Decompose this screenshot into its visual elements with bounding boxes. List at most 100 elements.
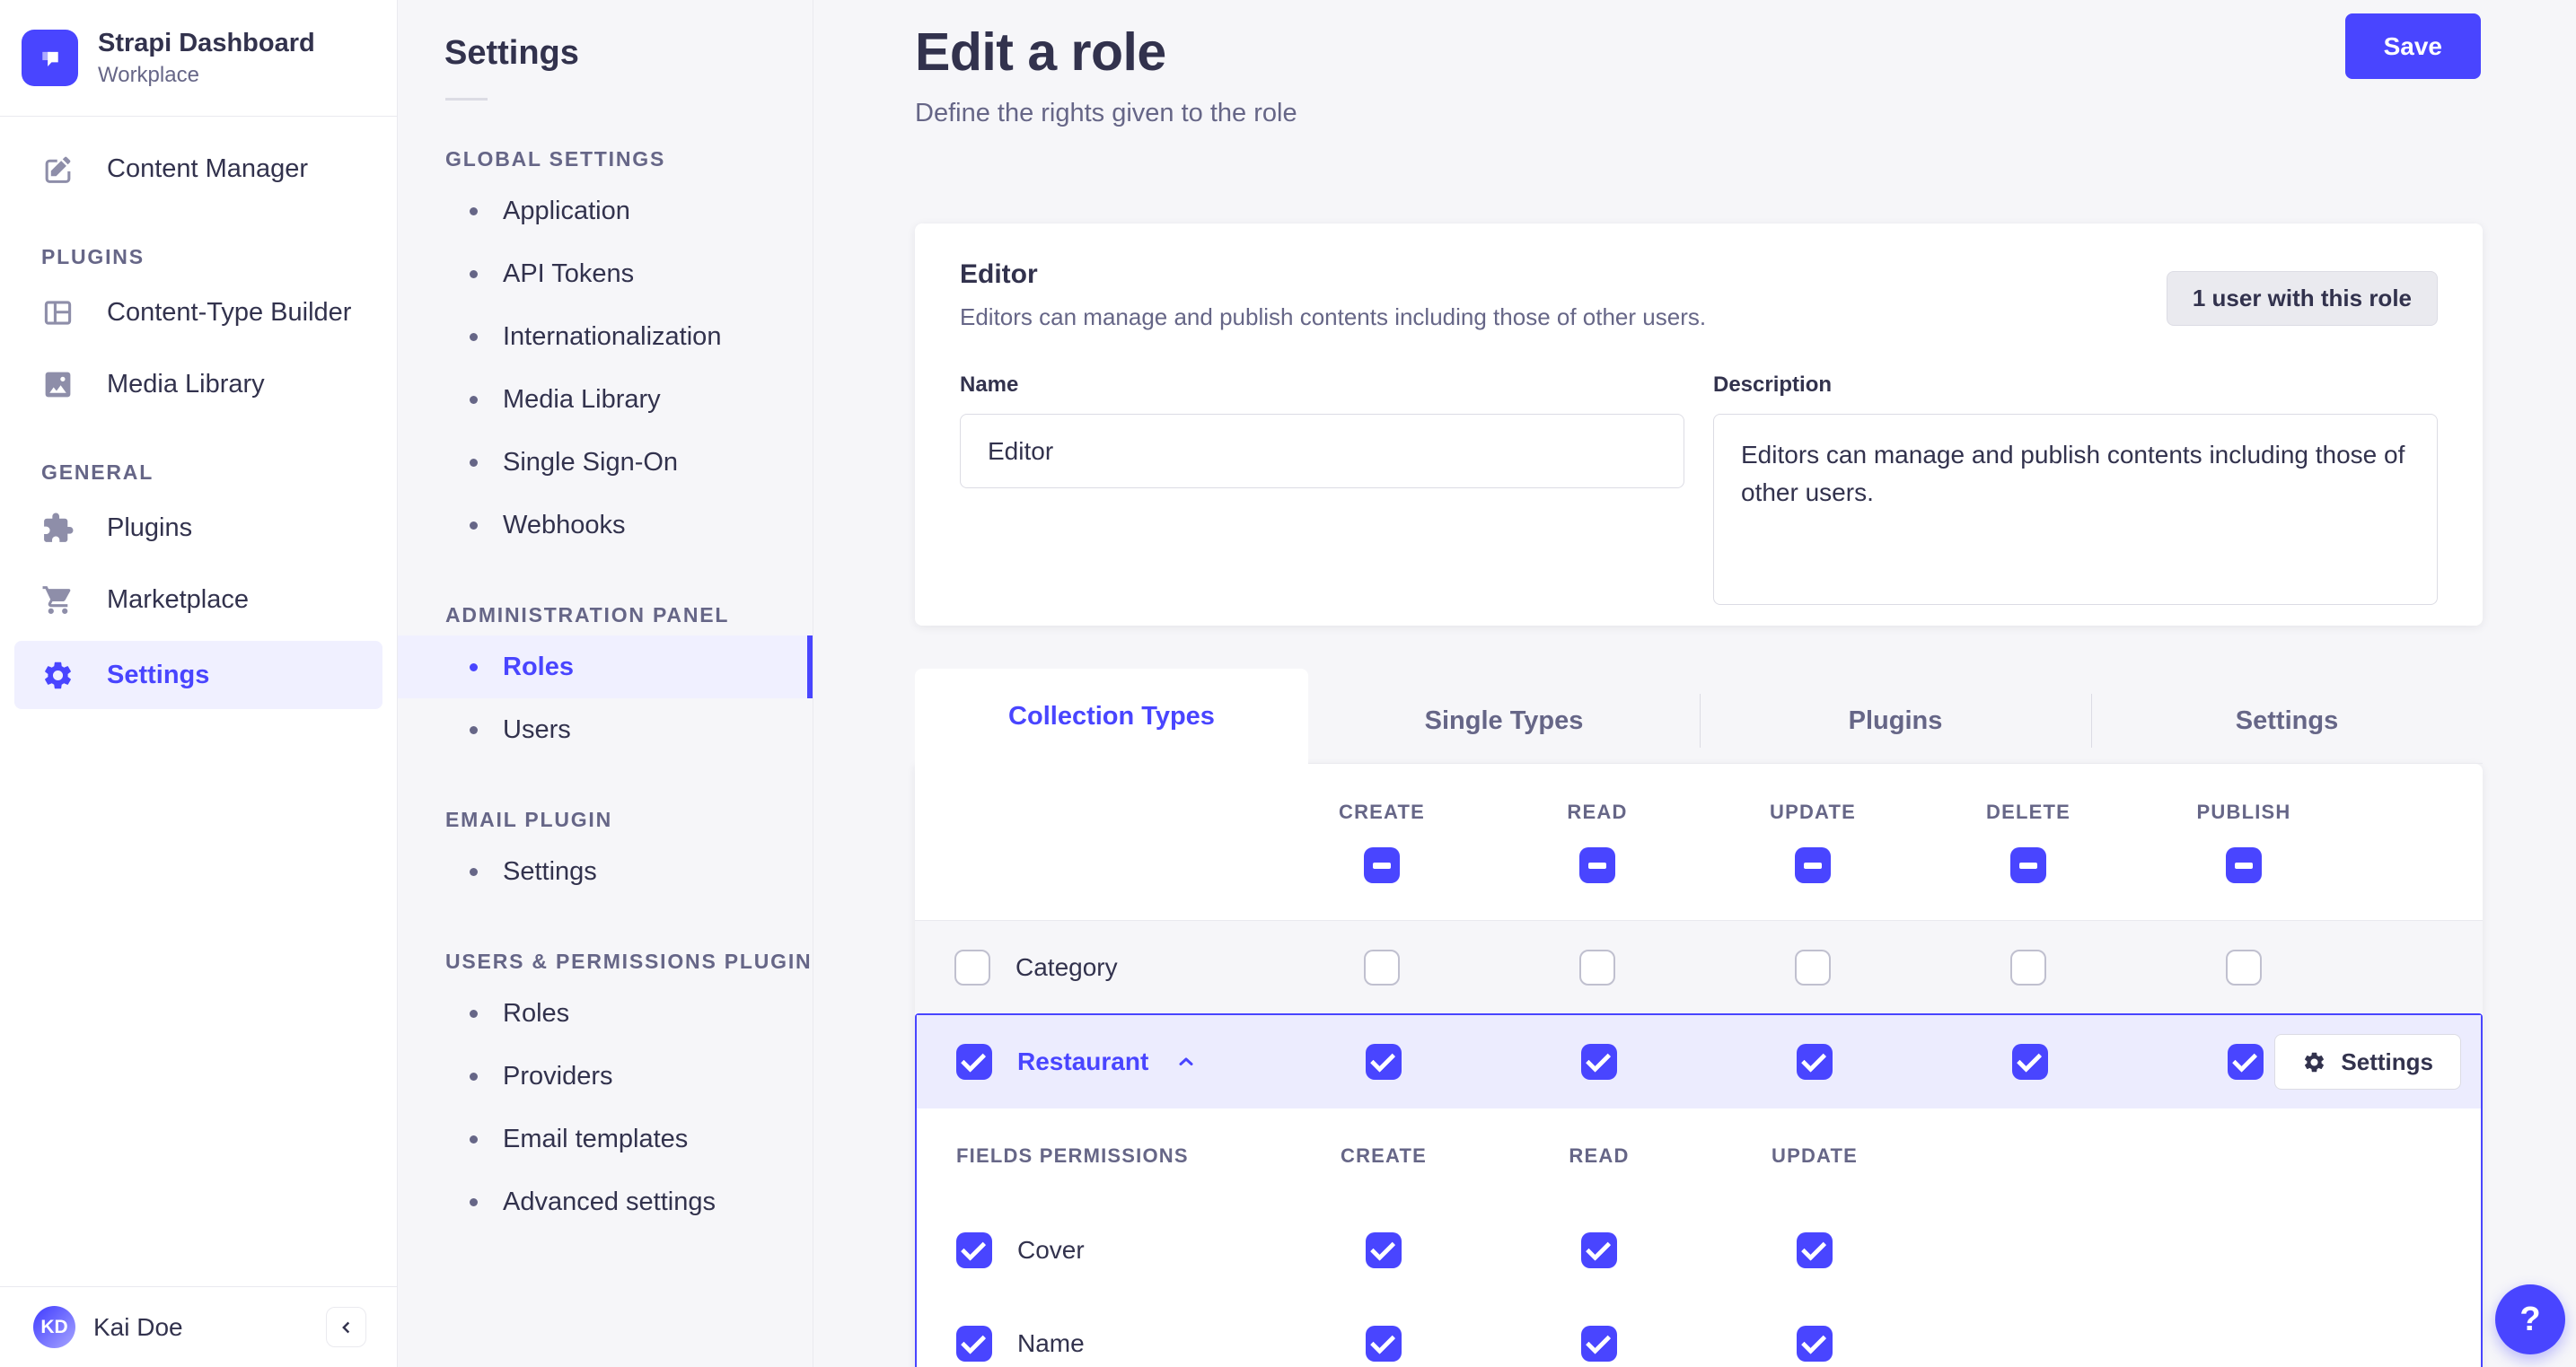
bullet-icon	[470, 521, 478, 530]
subnav-item-advanced-settings[interactable]: Advanced settings	[398, 1170, 813, 1233]
name-update-checkbox[interactable]	[1797, 1326, 1833, 1362]
table-row-category: Category	[915, 920, 2483, 1013]
tab-collection-types[interactable]: Collection Types	[915, 669, 1308, 764]
fields-column-update: UPDATE	[1771, 1144, 1859, 1167]
chevron-left-icon	[341, 1321, 349, 1333]
settings-subnav: Settings GLOBAL SETTINGS Application API…	[398, 0, 813, 1367]
grid-icon	[41, 296, 75, 329]
name-create-checkbox[interactable]	[1366, 1326, 1402, 1362]
select-all-delete-checkbox[interactable]	[2010, 847, 2046, 883]
sidebar-item-label: Media Library	[107, 369, 265, 399]
subnav-item-roles-admin[interactable]: Roles	[398, 635, 813, 698]
help-button[interactable]: ?	[2495, 1284, 2565, 1354]
category-create-checkbox[interactable]	[1364, 949, 1400, 986]
avatar[interactable]: KD	[33, 1306, 75, 1348]
sidebar-section-plugins: PLUGINS	[41, 244, 145, 268]
workspace-name: Workplace	[98, 62, 199, 87]
permissions-tabs: Collection Types Single Types Plugins Se…	[915, 669, 2483, 764]
name-read-checkbox[interactable]	[1581, 1326, 1617, 1362]
restaurant-create-checkbox[interactable]	[1366, 1044, 1402, 1080]
row-label: Cover	[1017, 1236, 1085, 1264]
edit-icon	[41, 153, 75, 186]
sidebar-item-content-manager[interactable]: Content Manager	[0, 133, 397, 205]
tab-single-types[interactable]: Single Types	[1308, 679, 1700, 764]
cover-read-checkbox[interactable]	[1581, 1232, 1617, 1268]
subnav-section-global-settings: GLOBAL SETTINGS	[445, 146, 666, 171]
cover-update-checkbox[interactable]	[1797, 1232, 1833, 1268]
puzzle-icon	[41, 512, 75, 545]
category-publish-checkbox[interactable]	[2226, 949, 2262, 986]
category-update-checkbox[interactable]	[1795, 949, 1831, 986]
role-name-input[interactable]	[960, 414, 1684, 488]
name-row-checkbox[interactable]	[956, 1326, 992, 1362]
role-description-input[interactable]: Editors can manage and publish contents …	[1713, 414, 2438, 605]
bullet-icon	[470, 867, 478, 876]
subnav-item-label: Users	[503, 714, 571, 744]
bullet-icon	[470, 725, 478, 734]
fields-column-read: READ	[1569, 1144, 1630, 1167]
save-button[interactable]: Save	[2344, 13, 2481, 79]
subnav-item-api-tokens[interactable]: API Tokens	[398, 242, 813, 305]
sidebar-item-content-type-builder[interactable]: Content-Type Builder	[0, 276, 397, 348]
subnav-item-single-sign-on[interactable]: Single Sign-On	[398, 431, 813, 494]
tab-settings[interactable]: Settings	[2091, 679, 2483, 764]
category-row-checkbox[interactable]	[954, 949, 990, 986]
subnav-item-providers[interactable]: Providers	[398, 1045, 813, 1108]
table-row-name: Name	[917, 1297, 2481, 1367]
cover-create-checkbox[interactable]	[1366, 1232, 1402, 1268]
subnav-item-application[interactable]: Application	[398, 180, 813, 242]
category-delete-checkbox[interactable]	[2010, 949, 2046, 986]
users-with-role-button[interactable]: 1 user with this role	[2166, 271, 2438, 326]
restaurant-publish-checkbox[interactable]	[2228, 1044, 2264, 1080]
bullet-icon	[470, 1135, 478, 1144]
fields-permissions-header: FIELDS PERMISSIONS CREATE READ UPDATE	[917, 1108, 2481, 1204]
select-all-create-checkbox[interactable]	[1364, 847, 1400, 883]
select-all-publish-checkbox[interactable]	[2226, 847, 2262, 883]
column-header-publish: PUBLISH	[2196, 801, 2291, 823]
settings-button-label: Settings	[2341, 1047, 2433, 1075]
select-all-update-checkbox[interactable]	[1795, 847, 1831, 883]
subnav-item-webhooks[interactable]: Webhooks	[398, 494, 813, 556]
sidebar-item-marketplace[interactable]: Marketplace	[0, 564, 397, 635]
tab-plugins[interactable]: Plugins	[1700, 679, 2091, 764]
subnav-item-label: Roles	[503, 652, 574, 681]
subnav-item-users[interactable]: Users	[398, 698, 813, 761]
name-field-label: Name	[960, 372, 1019, 397]
sidebar-item-label: Content-Type Builder	[107, 297, 352, 327]
subnav-item-internationalization[interactable]: Internationalization	[398, 305, 813, 368]
restaurant-update-checkbox[interactable]	[1797, 1044, 1833, 1080]
subnav-item-label: Webhooks	[503, 510, 626, 539]
sidebar-item-media-library[interactable]: Media Library	[0, 348, 397, 420]
subnav-item-email-settings[interactable]: Settings	[398, 840, 813, 903]
select-all-read-checkbox[interactable]	[1579, 847, 1615, 883]
subnav-item-roles-up[interactable]: Roles	[398, 982, 813, 1045]
subnav-title: Settings	[444, 34, 579, 72]
role-description-text: Editors can manage and publish contents …	[960, 303, 1707, 330]
workspace-brand[interactable]: Strapi Dashboard Workplace	[0, 0, 397, 117]
main-sidebar: Strapi Dashboard Workplace Content Manag…	[0, 0, 398, 1367]
column-header-update: UPDATE	[1769, 801, 1857, 823]
subnav-section-email-plugin: EMAIL PLUGIN	[445, 807, 613, 831]
cart-icon	[41, 583, 75, 617]
column-header-delete: DELETE	[1986, 801, 2070, 823]
chevron-up-icon[interactable]	[1175, 1051, 1197, 1073]
restaurant-read-checkbox[interactable]	[1581, 1044, 1617, 1080]
subnav-item-email-templates[interactable]: Email templates	[398, 1108, 813, 1170]
sidebar-item-plugins[interactable]: Plugins	[0, 492, 397, 564]
category-read-checkbox[interactable]	[1579, 949, 1615, 986]
restaurant-delete-checkbox[interactable]	[2012, 1044, 2048, 1080]
sidebar-footer: KD Kai Doe	[0, 1286, 397, 1367]
row-label[interactable]: Restaurant	[1017, 1047, 1149, 1075]
subnav-item-media-library[interactable]: Media Library	[398, 368, 813, 431]
restaurant-settings-button[interactable]: Settings	[2274, 1034, 2461, 1090]
restaurant-row-checkbox[interactable]	[956, 1044, 992, 1080]
cover-row-checkbox[interactable]	[956, 1232, 992, 1268]
collapse-sidebar-button[interactable]	[326, 1307, 366, 1347]
sidebar-item-label: Content Manager	[107, 153, 309, 183]
description-field-label: Description	[1713, 372, 1833, 397]
sidebar-item-settings[interactable]: Settings	[14, 641, 382, 709]
bullet-icon	[470, 1072, 478, 1081]
table-row-restaurant: Restaurant	[917, 1015, 2481, 1108]
bullet-icon	[470, 1197, 478, 1206]
row-label: Category	[1015, 952, 1118, 981]
